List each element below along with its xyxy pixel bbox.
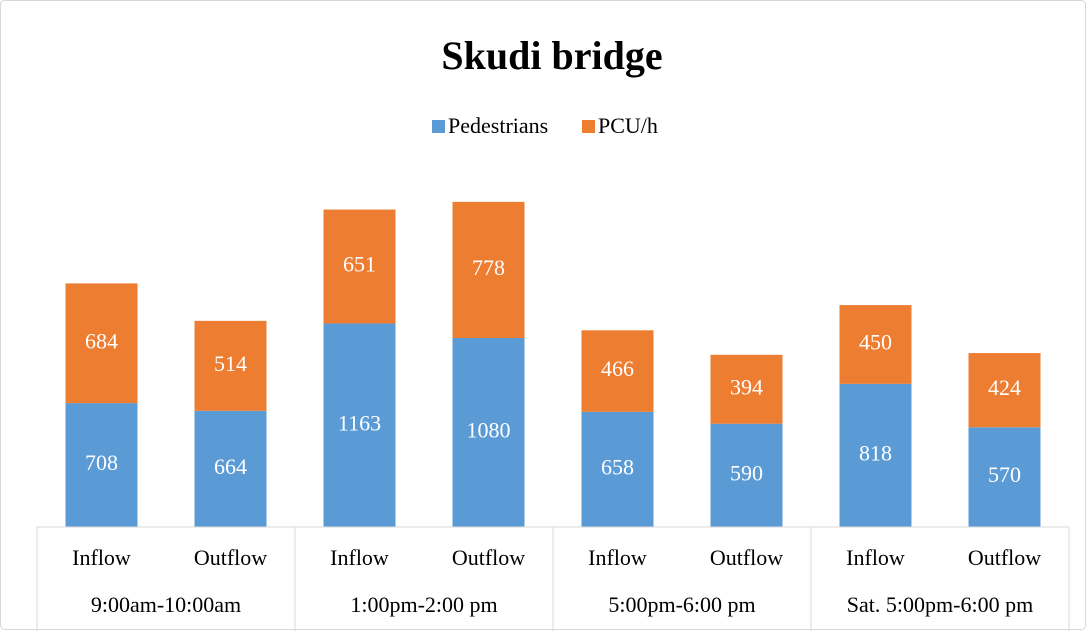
bar-segment: [323, 209, 396, 324]
x-tick-label: Outflow: [194, 545, 267, 570]
legend-swatch: [582, 120, 595, 133]
data-label: 590: [730, 460, 763, 485]
bar-segment: [452, 338, 525, 527]
data-label: 514: [214, 351, 247, 376]
bar-segment: [452, 201, 525, 338]
data-label: 818: [859, 440, 892, 465]
bar-segment: [581, 411, 654, 527]
legend-label: Pedestrians: [448, 113, 548, 138]
x-tick-label: Inflow: [72, 545, 131, 570]
data-label: 450: [859, 330, 892, 355]
bar-segment: [710, 354, 783, 424]
data-label: 664: [214, 454, 247, 479]
bar-segment: [65, 283, 138, 404]
data-label: 1163: [338, 410, 381, 435]
data-label: 570: [988, 462, 1021, 487]
bar-segment: [839, 383, 912, 527]
bar-segment: [194, 410, 267, 527]
bar-segment: [323, 323, 396, 527]
data-label: 778: [472, 255, 505, 280]
x-tick-label: Outflow: [452, 545, 525, 570]
bar-segment: [839, 305, 912, 384]
legend-swatch: [432, 120, 445, 133]
x-tick-label: Outflow: [710, 545, 783, 570]
x-tick-label: Inflow: [588, 545, 647, 570]
bar-segment: [194, 320, 267, 411]
data-label: 651: [343, 252, 376, 277]
data-label: 1080: [467, 418, 511, 443]
bar-segment: [968, 353, 1041, 428]
chart-title: Skudi bridge: [441, 33, 662, 78]
bar-segment: [968, 427, 1041, 527]
group-label: 9:00am-10:00am: [91, 592, 241, 617]
data-label: 394: [730, 374, 763, 399]
data-label: 424: [988, 375, 1021, 400]
x-tick-label: Inflow: [846, 545, 905, 570]
data-label: 658: [601, 454, 634, 479]
x-tick-label: Outflow: [968, 545, 1041, 570]
bar-segment: [710, 423, 783, 527]
x-tick-label: Inflow: [330, 545, 389, 570]
legend-label: PCU/h: [598, 113, 658, 138]
data-label: 708: [85, 450, 118, 475]
group-label: 1:00pm-2:00 pm: [350, 592, 497, 617]
bar-segment: [65, 403, 138, 527]
group-label: Sat. 5:00pm-6:00 pm: [847, 592, 1033, 617]
bar-segment: [581, 330, 654, 412]
group-label: 5:00pm-6:00 pm: [608, 592, 755, 617]
data-label: 684: [85, 328, 118, 353]
data-label: 466: [601, 356, 634, 381]
